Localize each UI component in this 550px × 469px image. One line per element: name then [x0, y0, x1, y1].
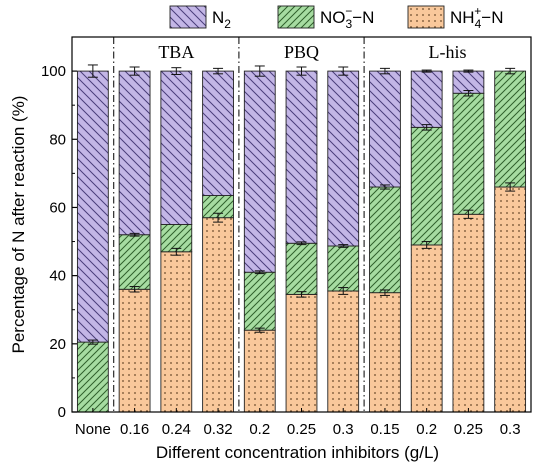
legend-label-subscript: 4: [475, 17, 482, 31]
bar-hatch: [285, 70, 318, 244]
bar-hatch: [410, 70, 443, 128]
bar-hatch: [285, 242, 318, 295]
bar-hatch: [327, 245, 360, 292]
labels-layer: 0 20 40 60 80 100 None 0.16 0.24 0.32 0.2 0.25 0.3 0.…: [9, 42, 521, 462]
legend-label-subscript: 2: [224, 17, 231, 31]
legend-label: NH4+−N: [450, 4, 503, 31]
bar-hatch: [452, 213, 485, 413]
bar-hatch: [494, 70, 527, 188]
legend-label-base: NO: [320, 8, 346, 27]
bar-hatch: [369, 70, 401, 188]
x-tick-label: 0.25: [454, 421, 483, 438]
group-label: L-his: [429, 42, 467, 62]
bar-hatch: [410, 126, 443, 246]
x-tick-label: 0.15: [370, 421, 399, 438]
bar-hatch: [118, 234, 151, 290]
legend-label-superscript: −: [345, 4, 352, 18]
group-label: TBA: [158, 42, 194, 62]
legend-label-base: NH: [450, 8, 475, 27]
legend: N2 NO3−−N NH4+−N: [169, 4, 503, 31]
bar-hatch: [160, 70, 193, 225]
legend-label-superscript: +: [474, 4, 481, 18]
x-axis-title: Different concentration inhibitors (g/L): [156, 443, 439, 462]
bar-hatch: [243, 70, 276, 273]
legend-swatch-hatch: [407, 5, 445, 29]
bar-hatch: [369, 292, 401, 413]
x-tick-label: 0.32: [203, 421, 232, 438]
bar-hatch: [202, 70, 234, 196]
bar-hatch: [327, 70, 360, 247]
bar-hatch: [452, 70, 485, 94]
bar-hatch: [285, 293, 318, 413]
bar-hatch: [76, 341, 109, 413]
legend-label-tail: −N: [481, 8, 503, 27]
legend-swatch-hatch: [169, 5, 207, 29]
x-tick-label: 0.24: [162, 421, 191, 438]
bar-hatch: [243, 329, 276, 413]
bar-hatch: [76, 70, 109, 343]
y-tick-label: 0: [58, 404, 66, 421]
y-tick-label: 100: [41, 63, 66, 80]
x-tick-label: None: [75, 421, 111, 438]
legend-label-subscript: 3: [346, 17, 353, 31]
x-tick-label: 0.2: [416, 421, 437, 438]
bar-hatch: [410, 244, 443, 413]
y-tick-label: 40: [49, 268, 66, 285]
y-tick-label: 80: [49, 131, 66, 148]
x-tick-label: 0.16: [120, 421, 149, 438]
group-label: PBQ: [284, 42, 319, 62]
bars-layer: [76, 64, 527, 413]
bar-hatch: [243, 271, 276, 331]
bar-hatch: [494, 186, 527, 413]
y-tick-label: 20: [49, 336, 66, 353]
y-tick-label: 60: [49, 199, 66, 216]
axes-layer: [71, 36, 532, 413]
x-tick-label: 0.2: [249, 421, 270, 438]
bar-hatch: [118, 288, 151, 413]
bar-hatch: [369, 186, 401, 294]
legend-swatch-hatch: [277, 5, 315, 29]
legend-label: N2: [212, 8, 231, 31]
bar-hatch: [160, 251, 193, 413]
bar-hatch: [327, 290, 360, 413]
bar-hatch: [118, 70, 151, 236]
x-tick-label: 0.3: [500, 421, 521, 438]
y-axis-title: Percentage of N after reaction (%): [9, 96, 28, 354]
bar-hatch: [160, 224, 193, 253]
legend-label: NO3−−N: [320, 4, 374, 31]
legend-label-tail: −N: [352, 8, 374, 27]
x-tick-label: 0.25: [287, 421, 316, 438]
bar-hatch: [202, 217, 234, 413]
bar-hatch: [452, 92, 485, 215]
x-tick-label: 0.3: [333, 421, 354, 438]
legend-label-base: N: [212, 8, 224, 27]
